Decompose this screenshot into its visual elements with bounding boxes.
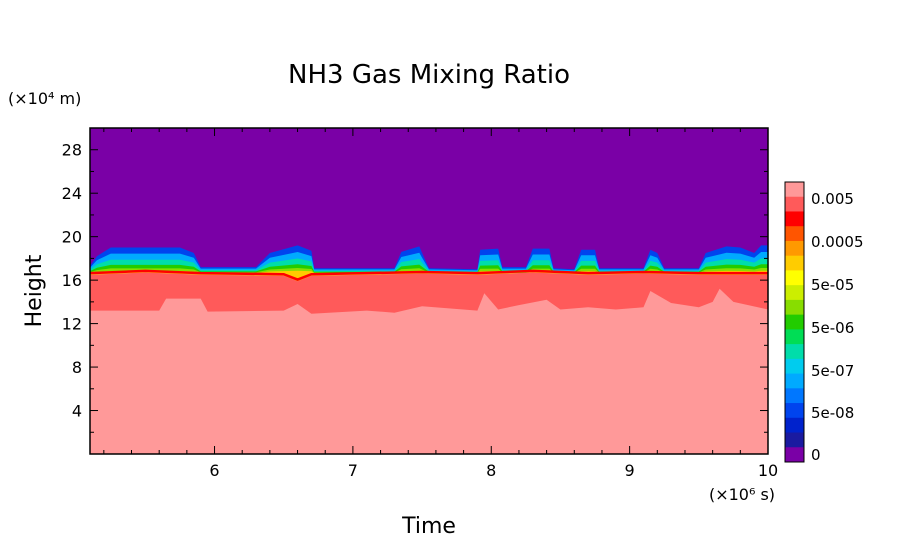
x-tick-label: 6 (209, 461, 219, 480)
colorbar-label: 5e-05 (811, 276, 854, 294)
colorbar-swatch (785, 226, 804, 242)
colorbar-swatch (785, 432, 804, 448)
y-tick-label: 8 (72, 358, 82, 377)
colorbar-swatch (785, 417, 804, 434)
x-axis: 6 7 8 9 10 (103, 128, 778, 480)
chart-title: NH3 Gas Mixing Ratio (288, 60, 570, 90)
y-tick-label: 4 (72, 402, 82, 421)
y-tick-label: 16 (62, 271, 82, 290)
colorbar-swatch (785, 403, 804, 419)
colorbar-swatch (785, 270, 804, 286)
colorbar-swatch (785, 196, 804, 212)
y-tick-label: 20 (62, 228, 82, 247)
colorbar: 0.005 0.0005 5e-05 5e-06 5e-07 5e-08 0 (784, 181, 864, 464)
y-axis-label: Height (22, 254, 47, 327)
colorbar-swatch (785, 329, 804, 345)
colorbar-label: 0.0005 (811, 233, 864, 251)
colorbar-swatch (785, 314, 804, 330)
y-axis: 4 8 12 16 20 24 28 (62, 141, 768, 433)
y-unit-label: (×10⁴ m) (8, 89, 81, 108)
y-tick-label: 28 (62, 141, 82, 160)
colorbar-swatch (785, 358, 804, 375)
colorbar-swatch (785, 285, 804, 301)
colorbar-label: 5e-08 (811, 404, 854, 422)
colorbar-label: 5e-06 (811, 319, 854, 337)
region-lower (90, 288, 768, 454)
colorbar-swatch (785, 182, 804, 198)
colorbar-swatch (785, 211, 804, 227)
plot-area (90, 128, 768, 454)
colorbar-swatch (785, 255, 804, 271)
colorbar-label: 5e-07 (811, 362, 854, 380)
x-tick-label: 10 (758, 461, 778, 480)
colorbar-label: 0.005 (811, 190, 854, 208)
x-tick-label: 7 (348, 461, 358, 480)
boundary-line (90, 269, 768, 281)
colorbar-label: 0 (811, 446, 821, 464)
x-tick-label: 9 (625, 461, 635, 480)
colorbar-swatch (785, 388, 804, 404)
colorbar-frame (784, 181, 805, 463)
x-unit-label: (×10⁶ s) (709, 485, 775, 504)
colorbar-swatch (785, 240, 804, 257)
colorbar-swatch (785, 299, 804, 316)
x-axis-label: Time (401, 514, 456, 539)
colorbar-swatch (785, 373, 804, 389)
y-tick-label: 12 (62, 315, 82, 334)
colorbar-swatch (785, 447, 804, 463)
plot-frame (89, 127, 769, 455)
y-tick-label: 24 (62, 184, 82, 203)
x-tick-label: 8 (486, 461, 496, 480)
colorbar-swatch (785, 344, 804, 360)
